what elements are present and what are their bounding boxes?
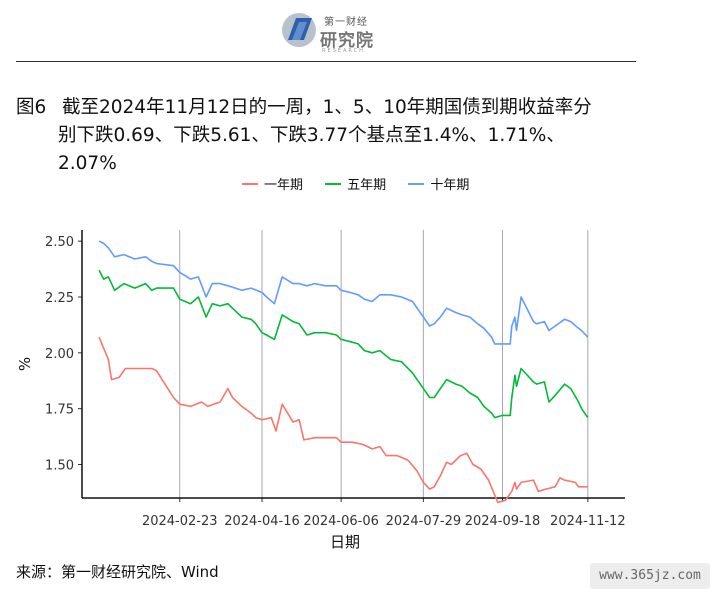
x-tick-label-2: 2024-06-06: [303, 514, 379, 529]
x-axis-title: 日期: [330, 533, 360, 551]
chart-legend: 一年期 五年期 十年期: [242, 174, 487, 194]
x-tick-label-0: 2024-02-23: [142, 514, 218, 529]
series-line-5y: [98, 269, 589, 419]
legend-swatch-10y: [408, 182, 425, 185]
legend-label-10y: 十年期: [430, 178, 470, 193]
y-tick-label-3: 2.25: [45, 291, 74, 306]
logo-small-text: 第一财经: [324, 17, 368, 28]
legend-item-10y: 十年期: [408, 174, 469, 193]
title-line-1: 截至2024年11月12日的一周，1、5、10年期国债到期收益率分: [62, 97, 592, 118]
title-line-2: 别下跌0.69、下跌5.61、下跌3.77个基点至1.4%、1.71%、: [58, 125, 565, 146]
legend-label-1y: 一年期: [264, 178, 304, 193]
x-tick-label-4: 2024-09-18: [465, 514, 541, 529]
legend-item-5y: 五年期: [325, 174, 386, 193]
legend-swatch-1y: [242, 182, 258, 185]
watermark: www.365jz.com: [590, 563, 710, 589]
x-tick-label-3: 2024-07-29: [386, 514, 462, 529]
logo: 第一财经 研究院 RESEARCH: [280, 10, 380, 54]
logo-mark-icon: [282, 13, 316, 47]
header-divider: [16, 61, 636, 62]
y-tick-label-4: 2.50: [45, 235, 74, 250]
title-line-3: 2.07%: [58, 153, 117, 174]
series-line-1y: [98, 336, 588, 504]
x-tick-label-1: 2024-04-16: [224, 514, 300, 529]
y-tick-label-1: 1.75: [45, 403, 74, 418]
legend-swatch-5y: [325, 182, 342, 185]
x-tick-label-5: 2024-11-12: [550, 514, 626, 529]
figure-title-text: 截至2024年11月12日的一周，1、5、10年期国债到期收益率分 别下跌0.6…: [58, 94, 702, 178]
series-line-10y: [98, 240, 589, 345]
logo-sub-text: RESEARCH: [322, 48, 365, 54]
source-note: 来源：第一财经研究院、Wind: [16, 563, 219, 581]
y-tick-label-0: 1.50: [45, 459, 74, 474]
legend-item-1y: 一年期: [242, 174, 303, 193]
y-axis-title: %: [16, 357, 34, 371]
figure-number: 图6: [16, 97, 47, 118]
y-tick-label-2: 2.00: [45, 347, 74, 362]
legend-label-5y: 五年期: [347, 178, 387, 193]
logo-big-text: 研究院: [320, 31, 374, 51]
yield-line-chart: 2024-02-23 2024-04-16 2024-06-06 2024-07-29…: [16, 230, 626, 551]
